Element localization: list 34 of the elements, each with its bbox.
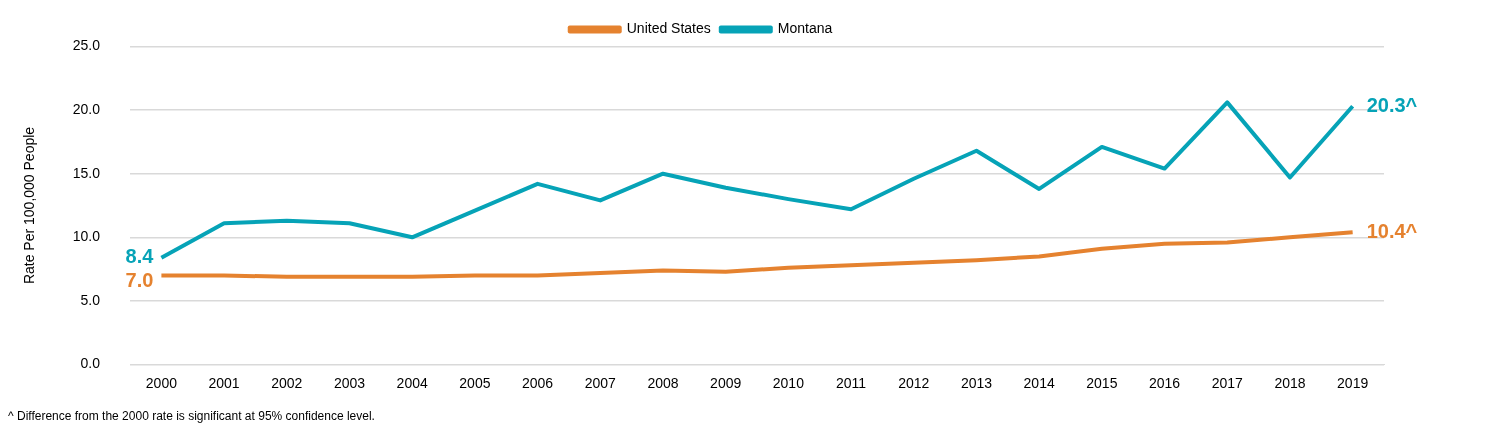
x-tick-label: 2000 [145,374,178,391]
x-tick-label: 2016 [1148,374,1181,391]
x-tick-label: 2001 [208,374,240,391]
x-tick-label: 2010 [772,374,805,391]
y-tick-label: 15.0 [72,164,101,181]
x-tick-label: 2018 [1274,374,1306,391]
x-tick-label: 2002 [271,374,303,391]
x-tick-label: 2015 [1086,374,1118,391]
x-tick-label: 2006 [522,374,554,391]
data-label: 7.0 [125,269,154,292]
y-tick-label: 0.0 [80,355,101,372]
x-tick-label: 2011 [836,374,867,391]
y-tick-label: 10.0 [72,228,101,245]
data-label: 10.4^ [1366,219,1418,242]
x-tick-label: 2008 [647,374,679,391]
x-tick-label: 2009 [710,374,742,391]
legend-label: Montana [777,20,833,37]
legend-label: United States [626,20,711,37]
x-tick-label: 2017 [1211,374,1244,391]
x-tick-label: 2012 [898,374,930,391]
y-tick-label: 5.0 [80,291,101,308]
x-tick-label: 2014 [1023,374,1055,391]
y-tick-label: 25.0 [72,37,101,54]
x-tick-label: 2004 [396,374,428,391]
data-label: 20.3^ [1366,93,1418,116]
data-label: 8.4 [125,245,155,268]
x-tick-label: 2005 [459,374,491,391]
y-tick-label: 20.0 [72,100,101,117]
y-axis-title: Rate Per 100,000 People [21,126,38,285]
x-tick-label: 2003 [333,374,366,391]
text: ^ Difference from the 2000 rate is significant at 95% confidence level. [8,409,376,423]
x-tick-label: 2013 [960,374,993,391]
x-tick-label: 2019 [1337,374,1369,391]
x-tick-label: 2007 [584,374,617,391]
